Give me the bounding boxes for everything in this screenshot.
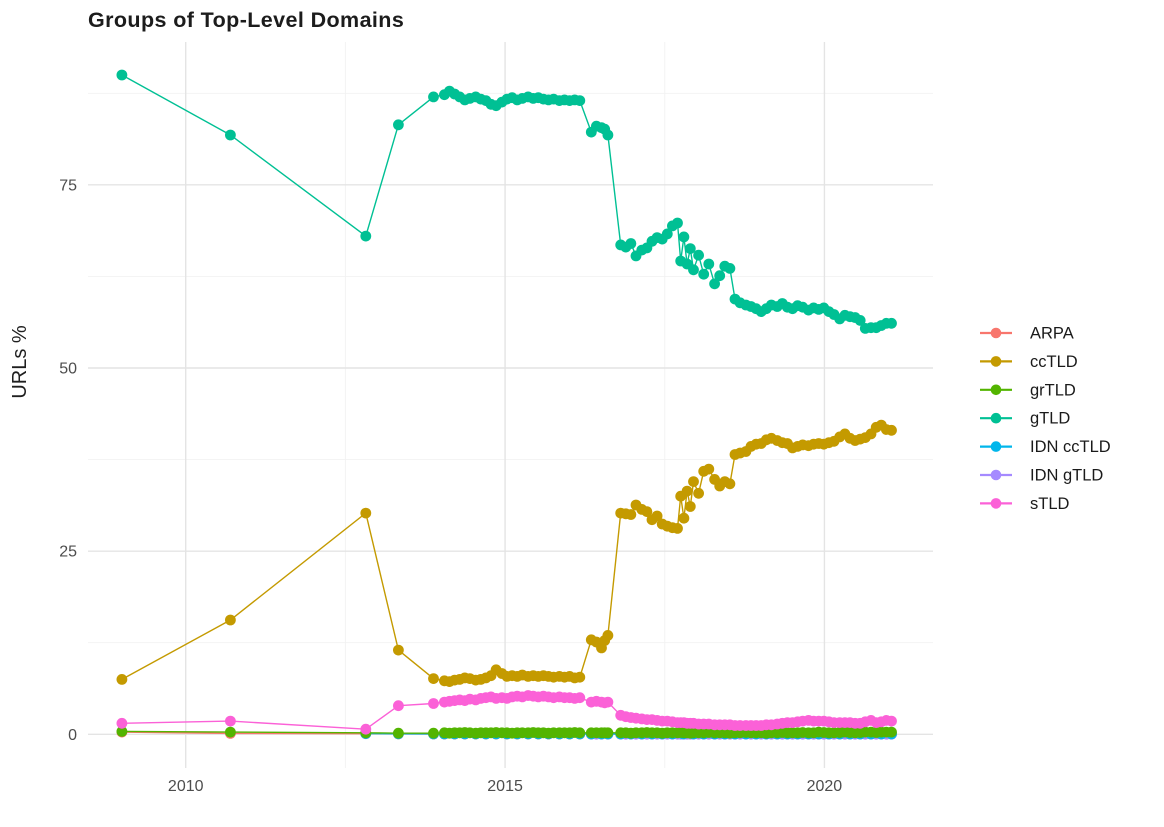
- legend-label: IDN ccTLD: [1030, 438, 1111, 456]
- chart-title: Groups of Top-Level Domains: [88, 8, 404, 32]
- legend-item-gTLD: gTLD: [980, 410, 1070, 428]
- legend-point-marker-icon: [990, 412, 1002, 424]
- data-point: [360, 507, 372, 519]
- data-point: [703, 463, 715, 475]
- data-point: [116, 717, 128, 729]
- data-point: [714, 270, 726, 282]
- series-ccTLD: [116, 419, 897, 687]
- data-point: [116, 674, 128, 685]
- y-tick-label: 25: [59, 544, 77, 561]
- series-gTLD: [116, 69, 897, 334]
- legend-point-marker-icon: [990, 384, 1002, 396]
- data-point: [393, 119, 404, 131]
- x-tick-label: 2010: [168, 778, 204, 795]
- data-point: [428, 727, 439, 739]
- legend-label: IDN gTLD: [1030, 467, 1103, 485]
- data-point: [574, 727, 586, 739]
- data-point: [602, 727, 614, 739]
- legend-point-marker-icon: [990, 327, 1002, 339]
- data-point: [724, 263, 736, 274]
- data-point: [116, 69, 128, 81]
- data-point: [602, 129, 614, 141]
- legend-item-ccTLD: ccTLD: [980, 353, 1078, 371]
- legend-label: sTLD: [1030, 495, 1070, 513]
- data-point: [672, 523, 683, 534]
- legend-label: grTLD: [1030, 381, 1076, 399]
- data-point: [641, 506, 653, 517]
- data-point: [681, 485, 693, 497]
- legend-label: ccTLD: [1030, 353, 1078, 371]
- data-point: [574, 95, 586, 106]
- legend-point-marker-icon: [990, 469, 1002, 481]
- data-point: [693, 487, 704, 499]
- data-point: [724, 478, 736, 490]
- data-point: [602, 630, 614, 641]
- legend-item-grTLD: grTLD: [980, 381, 1076, 399]
- x-axis-tick-labels: 2010 2015 2020: [168, 778, 842, 795]
- data-point: [709, 278, 720, 290]
- data-point: [625, 238, 637, 249]
- data-point: [393, 700, 404, 712]
- legend: ARPA ccTLD grTLD gTLD IDN ccTLD IDN gTLD sTLD: [980, 325, 1111, 513]
- data-point: [574, 671, 586, 683]
- data-point: [886, 424, 897, 436]
- data-point: [602, 696, 614, 708]
- legend-point-marker-icon: [990, 498, 1002, 509]
- data-point: [225, 726, 236, 738]
- data-point: [703, 258, 715, 270]
- data-point: [428, 91, 439, 103]
- y-tick-label: 50: [59, 361, 77, 378]
- data-point: [428, 698, 439, 709]
- y-axis-tick-labels: 0 25 50 75: [59, 177, 77, 743]
- legend-item-sTLD: sTLD: [980, 495, 1070, 513]
- series-sTLD: [116, 690, 897, 735]
- x-tick-label: 2015: [487, 778, 523, 795]
- data-point: [698, 268, 710, 280]
- legend-item-IDN-ccTLD: IDN ccTLD: [980, 438, 1111, 456]
- legend-label: gTLD: [1030, 410, 1070, 428]
- data-point: [688, 476, 699, 487]
- data-point: [684, 501, 696, 512]
- data-point: [886, 317, 897, 329]
- y-axis-title: URLs %: [9, 325, 31, 399]
- data-point: [651, 510, 663, 522]
- data-point: [428, 673, 439, 684]
- data-point: [574, 692, 586, 704]
- data-point: [678, 231, 690, 243]
- data-point: [886, 715, 897, 727]
- data-point: [693, 249, 704, 261]
- data-point: [854, 315, 866, 326]
- legend-item-IDN-gTLD: IDN gTLD: [980, 467, 1103, 485]
- legend-point-marker-icon: [990, 441, 1002, 452]
- series-grTLD: [116, 726, 897, 739]
- y-tick-label: 75: [59, 177, 77, 194]
- legend-label: ARPA: [1030, 325, 1074, 343]
- legend-point-marker-icon: [990, 356, 1002, 367]
- x-tick-label: 2020: [807, 778, 843, 795]
- data-point: [116, 726, 128, 737]
- data-point: [225, 614, 236, 626]
- data-point: [678, 512, 690, 524]
- y-tick-label: 0: [68, 727, 77, 744]
- data-point: [225, 129, 236, 141]
- data-point: [360, 723, 372, 735]
- data-point: [684, 243, 696, 255]
- legend-item-ARPA: ARPA: [980, 325, 1074, 343]
- data-point: [886, 726, 897, 738]
- data-point: [225, 715, 236, 727]
- data-point: [672, 217, 683, 229]
- series-line: [121, 74, 892, 330]
- data-point: [393, 727, 404, 739]
- data-point: [661, 228, 673, 240]
- data-point: [688, 264, 699, 276]
- data-series: [116, 69, 897, 740]
- data-point: [625, 509, 637, 520]
- data-point: [393, 644, 404, 656]
- gridlines: [88, 42, 933, 768]
- data-point: [360, 230, 372, 242]
